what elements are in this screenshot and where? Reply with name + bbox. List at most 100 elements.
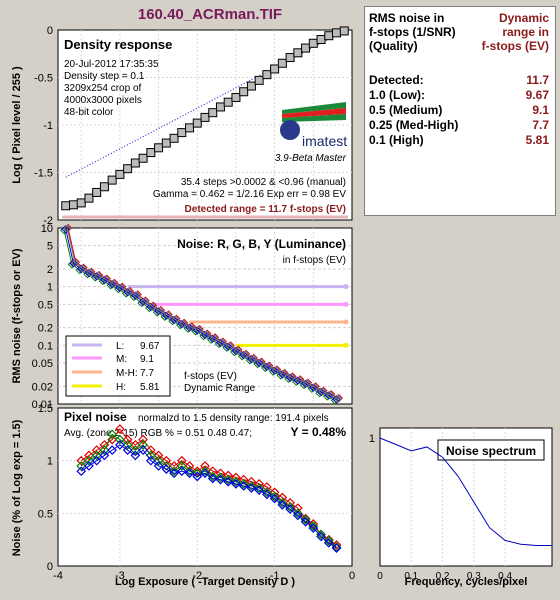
noise-marker <box>179 319 188 328</box>
density-y-tick-label: -1.5 <box>34 168 53 180</box>
pixel-noise-grid <box>58 408 352 566</box>
noise-marker <box>84 268 94 278</box>
pixel-noise-marker <box>145 450 156 461</box>
density-marker <box>61 201 71 211</box>
pixel-noise-marker <box>169 468 179 479</box>
spectrum-series <box>379 437 552 547</box>
noise-marker <box>225 341 234 351</box>
noise-marker <box>279 369 289 379</box>
density-marker <box>161 138 171 148</box>
noise-marker <box>301 379 310 389</box>
pixel-noise-marker <box>323 535 334 546</box>
legend-label: H: <box>116 382 126 393</box>
noise-marker <box>193 326 202 335</box>
density-y-tick-label: 0 <box>47 25 53 37</box>
noise-marker <box>216 338 225 348</box>
noise-marker <box>185 323 194 332</box>
pixel-noise-marker <box>107 434 118 445</box>
noise-marker <box>256 358 265 367</box>
pixel-noise-x-tick-label: -2 <box>192 570 202 582</box>
density-marker <box>169 133 179 143</box>
logo-text: imatest <box>302 133 347 149</box>
density-marker <box>270 64 280 74</box>
pixel-noise-marker <box>138 440 148 450</box>
pixel-noise-marker <box>300 516 311 527</box>
pixel-noise-marker <box>76 461 87 471</box>
noise-marker <box>262 362 272 372</box>
info-row-low: 1.0 (Low): 9.67 <box>369 88 549 102</box>
noise-threshold-lines <box>127 284 349 348</box>
density-marker <box>192 118 202 128</box>
noise-marker <box>186 322 196 332</box>
pixel-noise-marker <box>308 521 319 531</box>
pixel-noise-marker <box>76 455 87 466</box>
pixel-noise-marker <box>231 478 241 489</box>
info-header-line: range in <box>502 25 549 39</box>
noise-marker <box>285 373 295 382</box>
noise-marker <box>115 283 125 293</box>
noise-marker <box>63 224 72 234</box>
pixel-noise-marker <box>176 461 187 471</box>
pixel-noise-marker <box>207 471 218 482</box>
density-stats-line: 35.4 steps >0.0002 & <0.96 (manual) <box>181 177 346 188</box>
logo-stripe <box>282 114 346 122</box>
noise-marker <box>278 370 287 379</box>
density-marker <box>262 70 272 80</box>
info-row-label: 0.25 (Med-High) <box>369 118 459 132</box>
pixel-noise-marker <box>115 434 125 445</box>
pixel-noise-xlabel: Log Exposure ( -Target Density D ) <box>115 576 295 588</box>
noise-marker <box>233 346 242 355</box>
noise-marker <box>247 355 256 364</box>
noise-curve <box>66 228 339 400</box>
pixel-noise-header: normalzd to 1.5 density range: 191.4 pix… <box>138 413 329 424</box>
pixel-noise-marker <box>292 508 303 519</box>
noise-threshold-marker <box>343 319 349 325</box>
pixel-noise-marker <box>292 510 303 521</box>
spectrum-title-box <box>437 439 545 461</box>
info-row-label: 0.1 (High) <box>369 133 424 147</box>
density-marker <box>200 112 210 122</box>
noise-y-tick-label: 10 <box>41 223 53 235</box>
noise-marker <box>194 325 204 335</box>
noise-marker <box>324 391 333 400</box>
info-row-value: 7.7 <box>532 118 549 132</box>
info-row-value: 5.81 <box>525 133 549 147</box>
noise-marker <box>302 379 312 388</box>
pixel-noise-marker <box>115 440 125 450</box>
density-marker <box>76 198 86 208</box>
noise-marker <box>295 375 304 385</box>
noise-y-tick-label: 0.5 <box>38 299 53 311</box>
pixel-noise-x-tick-label: -4 <box>53 570 63 582</box>
pixel-noise-marker <box>192 468 203 479</box>
noise-marker <box>231 346 241 356</box>
noise-y-tick-label: 0.02 <box>32 381 53 393</box>
legend-label: M-H: <box>116 368 138 379</box>
noise-marker <box>78 264 87 273</box>
pixel-noise-marker <box>153 455 164 466</box>
info-header-line: f-stops (EV) <box>481 39 549 53</box>
density-marker <box>231 92 241 102</box>
noise-title: Noise: R, G, B, Y (Luminance) <box>177 237 346 251</box>
pixel-noise-marker <box>300 514 311 525</box>
pixel-noise-marker <box>122 440 133 450</box>
density-marker <box>277 58 287 68</box>
density-marker <box>254 75 264 85</box>
pixel-noise-y-ticks: 1.5 1 0.5 0 <box>38 403 53 573</box>
imatest-logo: imatest 3.9-Beta Master <box>275 102 347 164</box>
pixel-noise-marker <box>184 466 195 477</box>
noise-marker <box>171 315 180 324</box>
pixel-noise-plot-frame <box>57 407 353 567</box>
pixel-noise-y-tick-label: 0 <box>47 561 53 573</box>
density-marker <box>215 102 225 112</box>
pixel-noise-marker <box>238 481 249 491</box>
density-marker <box>316 35 326 44</box>
info-row-label: Detected: <box>369 73 424 87</box>
density-series <box>61 26 349 219</box>
noise-y-tick-label: 1 <box>47 282 53 294</box>
pixel-noise-marker <box>277 500 288 510</box>
noise-marker <box>210 333 219 343</box>
pixel-noise-marker <box>153 450 164 461</box>
noise-marker <box>202 330 211 339</box>
density-marker <box>92 187 102 197</box>
noise-marker <box>208 334 217 343</box>
